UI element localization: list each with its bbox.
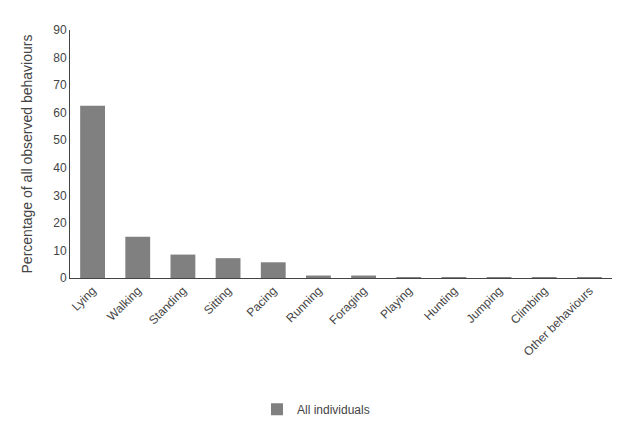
svg-text:Sitting: Sitting (201, 284, 234, 317)
svg-text:Pacing: Pacing (244, 284, 280, 320)
svg-text:Climbing: Climbing (508, 284, 551, 327)
svg-text:30: 30 (53, 189, 67, 203)
svg-text:50: 50 (53, 133, 67, 147)
svg-text:10: 10 (53, 244, 67, 258)
svg-text:20: 20 (53, 216, 67, 230)
svg-text:Playing: Playing (377, 284, 415, 322)
svg-text:Foraging: Foraging (327, 284, 370, 327)
svg-text:Running: Running (283, 284, 325, 326)
svg-text:Hunting: Hunting (421, 284, 460, 323)
svg-text:40: 40 (53, 161, 67, 175)
svg-text:All individuals: All individuals (297, 403, 370, 417)
svg-text:90: 90 (53, 23, 67, 37)
svg-text:0: 0 (60, 271, 67, 285)
svg-text:Percentage of all observed beh: Percentage of all observed behaviours (19, 35, 35, 274)
svg-text:70: 70 (53, 78, 67, 92)
svg-text:Lying: Lying (69, 284, 99, 314)
svg-text:Walking: Walking (104, 284, 144, 324)
svg-text:80: 80 (53, 51, 67, 65)
svg-text:Standing: Standing (146, 284, 189, 327)
svg-text:60: 60 (53, 106, 67, 120)
svg-text:Jumping: Jumping (463, 284, 505, 326)
svg-text:Other behaviours: Other behaviours (521, 284, 596, 359)
